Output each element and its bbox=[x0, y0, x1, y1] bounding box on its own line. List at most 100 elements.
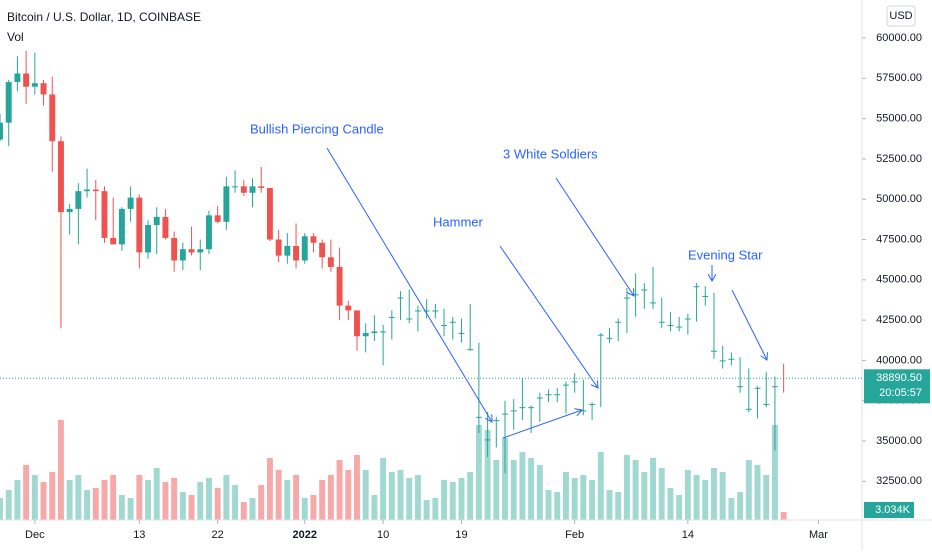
y-tick-label: 40000.00 bbox=[876, 354, 922, 366]
candle-body bbox=[493, 420, 500, 422]
volume-bar bbox=[66, 479, 73, 520]
candle-body bbox=[92, 189, 99, 192]
chart-title: Bitcoin / U.S. Dollar, 1D, COINBASE bbox=[7, 10, 201, 24]
volume-bar bbox=[414, 474, 421, 520]
volume-bar bbox=[223, 474, 230, 520]
volume-bar bbox=[632, 459, 639, 520]
candle-body bbox=[589, 403, 596, 405]
countdown: 20:05:57 bbox=[879, 387, 922, 399]
candle-body bbox=[179, 249, 186, 261]
candle-body bbox=[676, 326, 683, 328]
annotation-arrow bbox=[502, 410, 582, 439]
annotation: Evening Star bbox=[688, 247, 763, 262]
volume-bar bbox=[771, 424, 778, 520]
volume-bar bbox=[693, 474, 700, 520]
candle-body bbox=[414, 310, 421, 312]
volume-bar bbox=[702, 479, 709, 520]
volume-bar bbox=[484, 429, 491, 520]
candle-body bbox=[423, 310, 430, 312]
annotation-arrow bbox=[499, 245, 598, 388]
annotation-arrow bbox=[555, 177, 634, 296]
volume-bar bbox=[0, 497, 3, 520]
volume-bar bbox=[554, 491, 561, 520]
volume-bar bbox=[354, 454, 360, 520]
candle-body bbox=[562, 384, 569, 386]
annotation-arrow bbox=[731, 289, 767, 360]
candle-body bbox=[310, 236, 317, 243]
annotation: Hammer bbox=[433, 214, 484, 229]
candle-body bbox=[606, 337, 613, 339]
candle-body bbox=[171, 237, 178, 261]
candle-body bbox=[484, 439, 491, 441]
candle-body bbox=[206, 215, 212, 250]
candle-body bbox=[519, 407, 526, 409]
volume-bar bbox=[536, 464, 543, 520]
volume-bar bbox=[502, 437, 508, 520]
candle-body bbox=[545, 394, 552, 396]
annotation: 3 White Soldiers bbox=[503, 146, 598, 161]
volume-bar bbox=[75, 474, 82, 520]
candle-body bbox=[580, 410, 587, 412]
candle-body bbox=[702, 295, 709, 297]
volume-bar bbox=[580, 474, 587, 520]
volume-bar bbox=[171, 477, 178, 520]
volume-bar bbox=[658, 467, 665, 520]
candle-body bbox=[101, 191, 108, 238]
candle-body bbox=[754, 387, 761, 389]
volume-bar bbox=[615, 491, 622, 520]
last-price-box bbox=[864, 369, 930, 404]
volume-bar bbox=[519, 451, 526, 520]
y-tick-label: 60000.00 bbox=[876, 32, 922, 44]
volume-bar bbox=[623, 454, 630, 520]
candle-body bbox=[31, 83, 38, 87]
candle-body bbox=[763, 403, 770, 405]
volume-bar bbox=[458, 477, 465, 520]
volume-bar bbox=[319, 479, 326, 520]
volume-bar bbox=[475, 424, 482, 520]
volume-bar bbox=[589, 479, 596, 520]
candle-body bbox=[623, 297, 630, 299]
volume-title: Vol bbox=[7, 30, 24, 44]
candle-body bbox=[693, 286, 700, 288]
candle-body bbox=[84, 189, 91, 192]
last-price-label: 38890.50 bbox=[876, 372, 922, 384]
volume-bar bbox=[745, 459, 752, 520]
volume-bar bbox=[562, 471, 569, 520]
volume-bar bbox=[684, 469, 691, 520]
annotation-arrow bbox=[326, 147, 492, 422]
volume-bar bbox=[153, 467, 160, 520]
candle-body bbox=[266, 187, 273, 240]
volume-bar bbox=[188, 494, 195, 520]
volume-bar bbox=[388, 471, 395, 520]
candle-body bbox=[719, 360, 726, 362]
candle-body bbox=[188, 249, 195, 253]
volume-bar bbox=[92, 487, 99, 520]
candle-body bbox=[118, 208, 125, 245]
volume-bar bbox=[763, 474, 770, 520]
volume-bar bbox=[266, 457, 273, 520]
candle-body bbox=[502, 413, 508, 415]
candle-body bbox=[23, 73, 30, 87]
volume-bar bbox=[110, 474, 117, 520]
volume-bar bbox=[249, 497, 256, 520]
volume-bar bbox=[57, 419, 64, 520]
volume-bar bbox=[101, 479, 108, 520]
volume-bar bbox=[571, 477, 578, 520]
currency[interactable]: USD bbox=[889, 10, 912, 22]
candle-body bbox=[232, 186, 239, 188]
currency-button[interactable] bbox=[886, 5, 916, 27]
candle-body bbox=[380, 331, 387, 333]
volume-bar bbox=[232, 484, 239, 520]
volume-bar bbox=[275, 469, 282, 520]
candle-body bbox=[49, 94, 56, 142]
volume-bar bbox=[667, 487, 674, 520]
candle-body bbox=[458, 333, 465, 335]
candle-body bbox=[240, 186, 247, 193]
candle-body bbox=[650, 302, 656, 304]
volume-bar bbox=[5, 489, 12, 520]
volume-bar bbox=[258, 484, 265, 520]
candle-body bbox=[0, 122, 3, 140]
y-tick-label: 42500.00 bbox=[876, 314, 922, 326]
candle-body bbox=[728, 358, 735, 360]
candle-body bbox=[571, 381, 578, 383]
